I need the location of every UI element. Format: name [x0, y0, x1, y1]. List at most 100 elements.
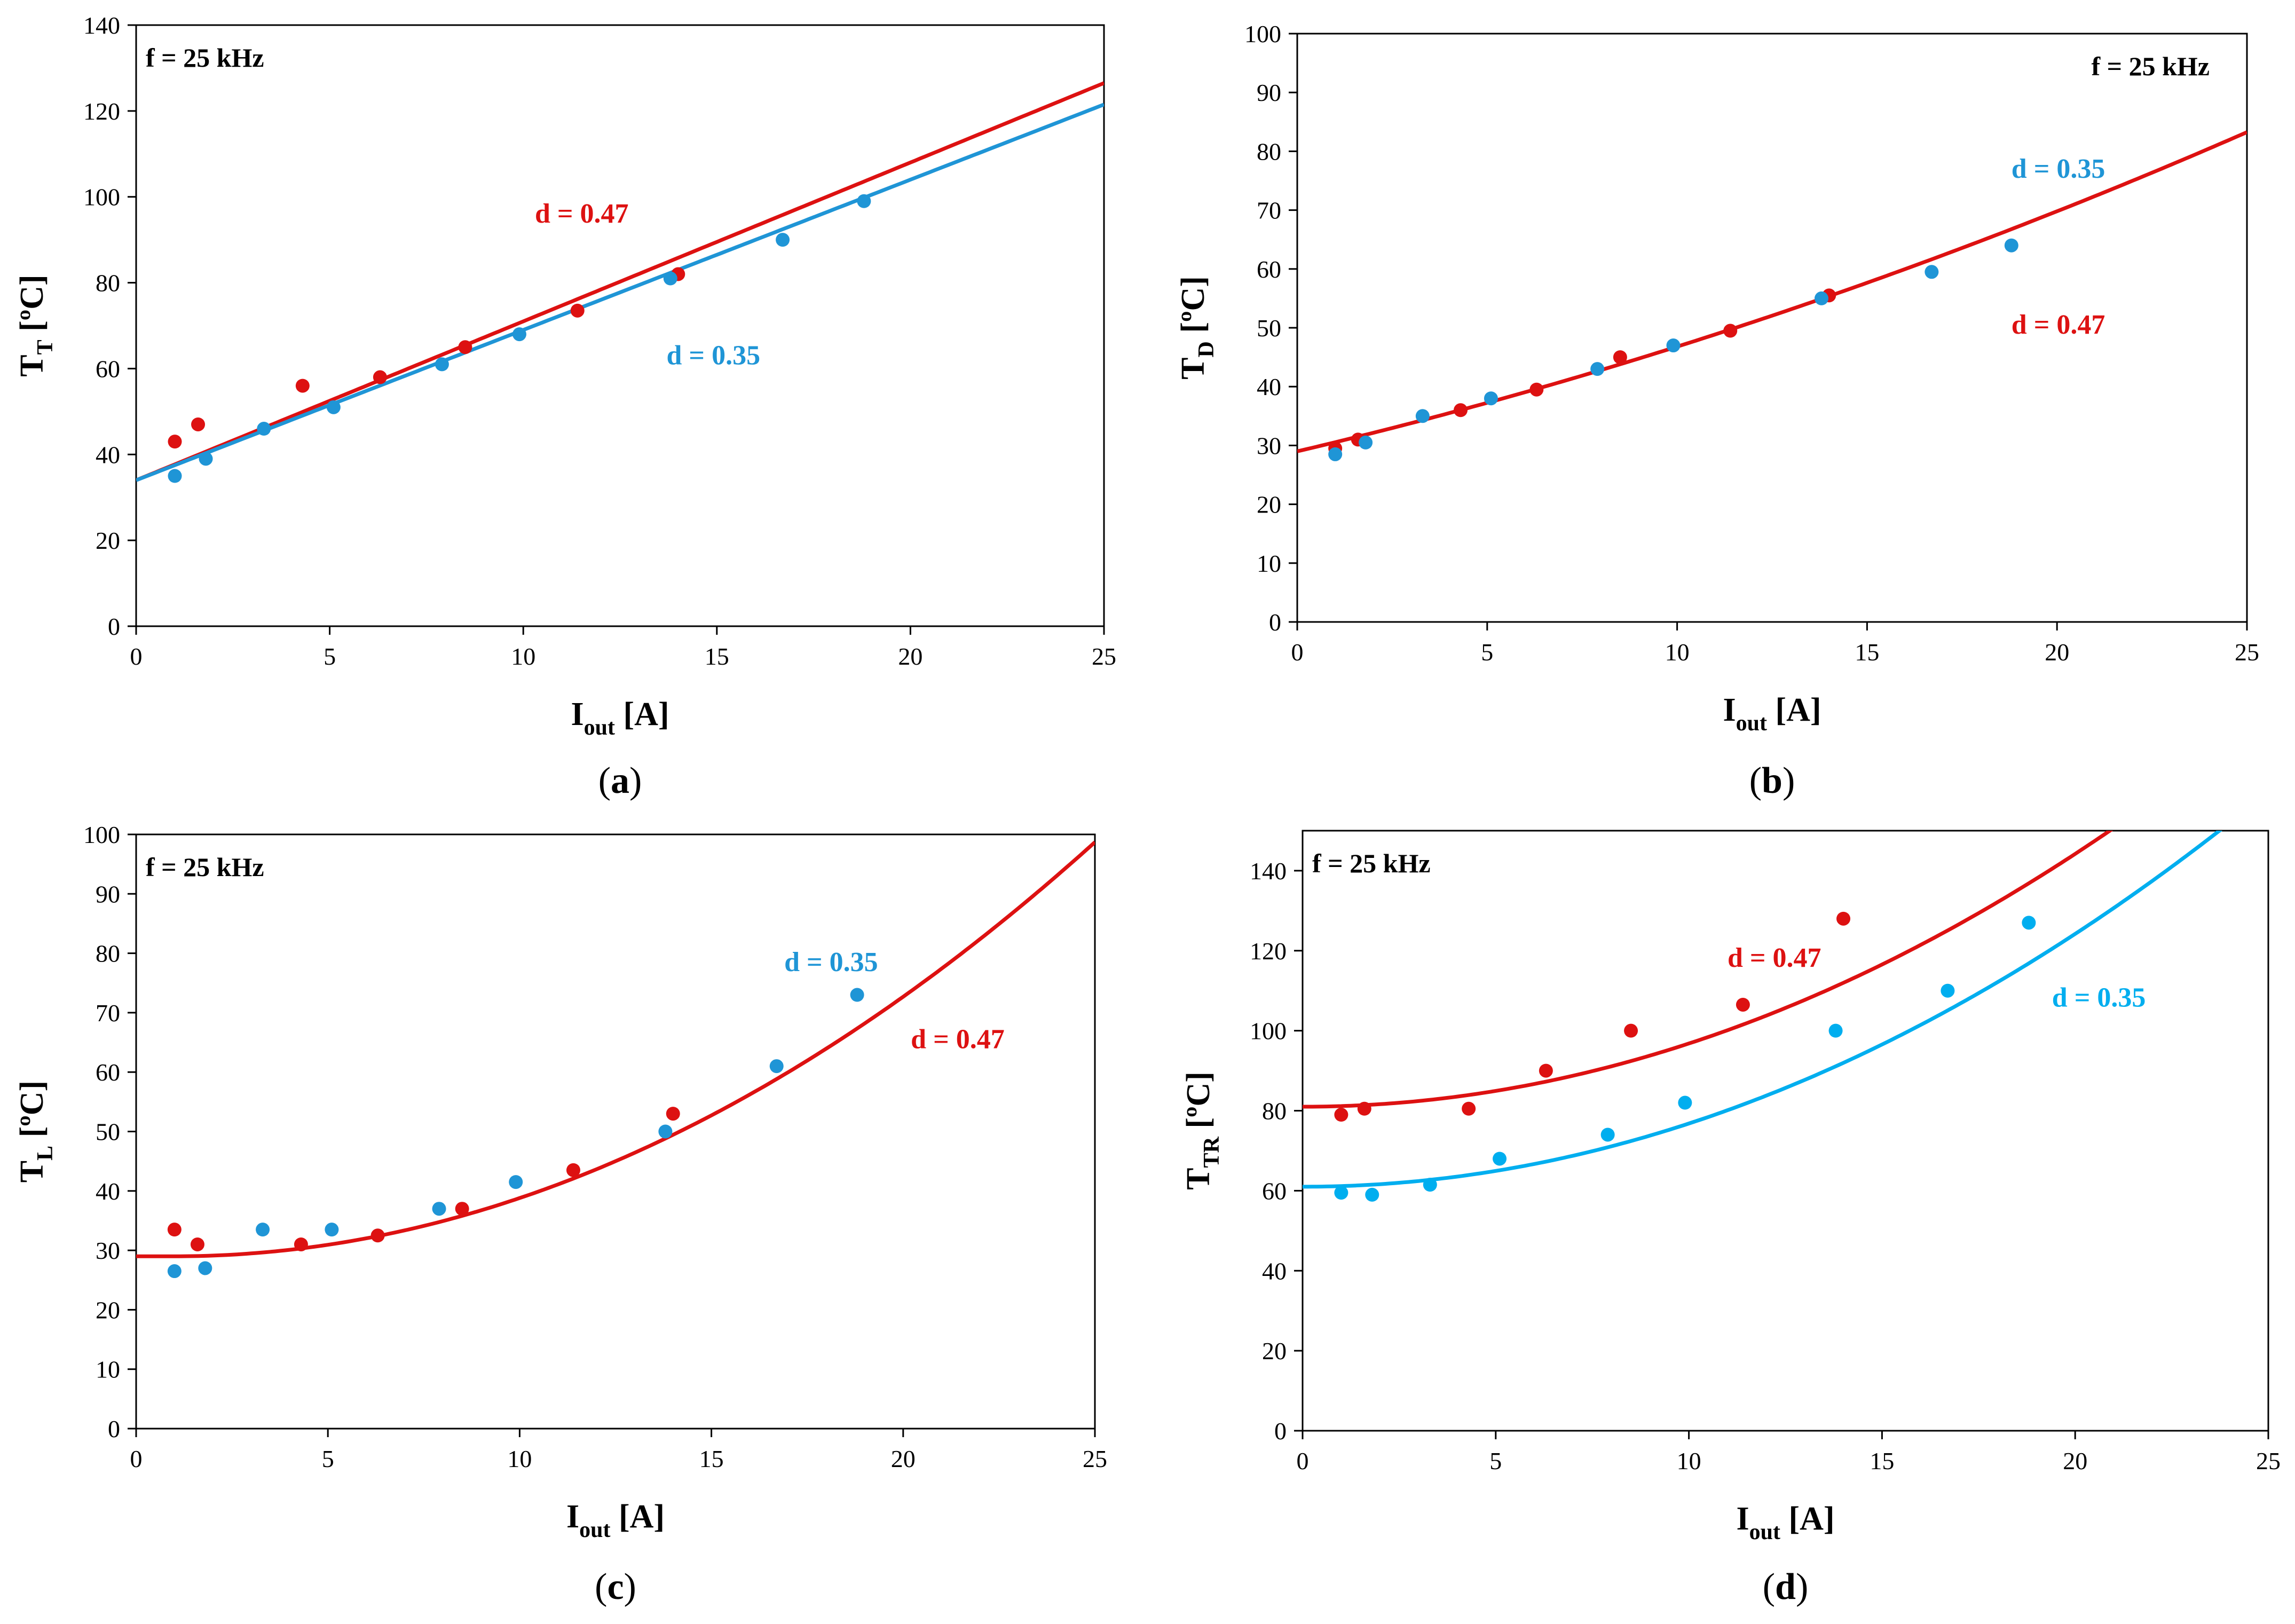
data-point-d035 [432, 1202, 446, 1216]
data-point-d035 [1815, 291, 1829, 305]
data-point-d047 [373, 370, 387, 384]
y-tick-label: 40 [96, 441, 120, 468]
x-tick-label: 25 [2235, 638, 2259, 666]
chart-panel-b: 0 5 10 15 20 25 0 10 20 30 40 50 60 70 80 90 100 Iout [A]… [1175, 20, 2259, 801]
y-tick-label: 80 [96, 270, 120, 297]
data-point-d035 [1590, 362, 1605, 376]
y-tick-label: 100 [83, 184, 120, 211]
y-tick-label: 80 [1257, 138, 1281, 165]
data-point-d035 [325, 1223, 339, 1237]
data-point-d035 [1365, 1187, 1379, 1202]
data-point-d035 [509, 1175, 523, 1189]
x-axis-label: Iout [A] [571, 696, 669, 740]
y-axis-label: TT [ºC] [14, 274, 58, 376]
plot-frame [135, 24, 1105, 627]
data-point-d047 [1334, 1108, 1348, 1122]
x-tick-label: 10 [511, 643, 535, 670]
data-point-d047 [1723, 324, 1738, 338]
x-tick-label: 0 [130, 1445, 143, 1472]
series-label: d = 0.47 [911, 1024, 1005, 1055]
data-point-d035 [1666, 338, 1681, 353]
data-point-d035 [857, 194, 871, 208]
x-tick-label: 15 [1870, 1447, 1894, 1475]
data-point-d047 [1462, 1101, 1476, 1116]
x-tick-label: 0 [130, 643, 143, 670]
data-point-d035 [776, 233, 790, 247]
data-point-d035 [199, 452, 213, 466]
data-point-d035 [168, 469, 182, 483]
frequency-note: f = 25 kHz [146, 43, 264, 73]
plot-frame [135, 833, 1096, 1430]
data-point-d047 [1357, 1101, 1371, 1116]
y-tick-label: 60 [1262, 1177, 1287, 1204]
data-point-d035 [257, 422, 271, 436]
y-tick-label: 70 [1257, 197, 1281, 224]
data-point-d035 [1359, 435, 1373, 450]
y-tick-label: 70 [96, 999, 120, 1027]
fit-curve-d035 [136, 103, 1104, 482]
plot-frame [1302, 830, 2269, 1432]
x-tick-label: 10 [1677, 1447, 1701, 1475]
data-point-d035 [1678, 1095, 1692, 1110]
x-tick-label: 10 [507, 1445, 532, 1472]
data-point-d035 [256, 1223, 270, 1237]
y-tick-label: 0 [1274, 1417, 1287, 1445]
x-tick-label: 25 [1092, 643, 1116, 670]
data-point-d035 [1423, 1178, 1437, 1192]
y-tick-label: 20 [96, 527, 120, 554]
data-point-d047 [1836, 911, 1851, 926]
data-point-d047 [570, 303, 585, 318]
x-tick-label: 15 [705, 643, 729, 670]
data-point-d035 [167, 1264, 182, 1279]
y-tick-label: 80 [1262, 1098, 1287, 1125]
data-point-d035 [1493, 1152, 1507, 1166]
data-point-d047 [370, 1228, 385, 1243]
chart-panel-c: 0 5 10 15 20 25 0 10 20 30 40 50 60 70 80 90 100 Iout [A]… [14, 821, 1107, 1607]
x-tick-label: 15 [699, 1445, 724, 1472]
data-point-d035 [2004, 238, 2018, 253]
y-tick-label: 140 [83, 12, 120, 39]
y-tick-label: 80 [96, 940, 120, 967]
x-tick-label: 5 [1481, 638, 1493, 666]
y-tick-label: 60 [96, 355, 120, 382]
x-tick-label: 20 [898, 643, 922, 670]
series-label: d = 0.47 [535, 199, 629, 229]
data-point-d047 [1539, 1063, 1553, 1078]
x-tick-label: 0 [1297, 1447, 1309, 1475]
data-point-d047 [191, 417, 206, 431]
y-axis-label: TL [ºC] [14, 1081, 58, 1182]
y-tick-label: 90 [1257, 79, 1281, 106]
data-point-d047 [566, 1163, 580, 1177]
chart-panel-a: 0 5 10 15 20 25 0 20 40 60 80 100 120 140 Iout [A] TT [… [14, 12, 1116, 801]
x-tick-label: 20 [891, 1445, 916, 1472]
series-label: d = 0.35 [2052, 983, 2146, 1013]
series-label: d = 0.35 [667, 340, 761, 370]
y-axis-label: TTR [ºC] [1180, 1071, 1224, 1190]
data-point-d047 [294, 1237, 308, 1251]
panel-caption: (b) [1749, 760, 1795, 801]
data-point-d047 [168, 435, 182, 449]
chart-panel-d: 0 5 10 15 20 25 0 20 40 60 80 100 120 140 Iout [A] TTR … [1180, 830, 2281, 1607]
y-tick-label: 60 [1257, 256, 1281, 283]
frequency-note: f = 25 kHz [146, 852, 264, 882]
series-label: d = 0.35 [2012, 154, 2105, 184]
data-point-d035 [663, 271, 677, 286]
y-tick-label: 120 [1250, 937, 1287, 965]
fit-curve-d047 [136, 81, 1104, 482]
y-tick-label: 100 [1250, 1018, 1287, 1045]
y-tick-label: 30 [1257, 432, 1281, 459]
series-label: d = 0.35 [784, 947, 878, 977]
data-point-d035 [326, 400, 341, 414]
y-tick-label: 50 [1257, 314, 1281, 342]
fit-curve-d035 [1303, 831, 2223, 1189]
x-tick-label: 5 [322, 1445, 334, 1472]
frequency-note: f = 25 kHz [1312, 848, 1431, 878]
x-tick-label: 10 [1665, 638, 1690, 666]
data-point-d035 [1328, 447, 1343, 461]
frequency-note: f = 25 kHz [2091, 51, 2210, 81]
data-point-d035 [198, 1261, 212, 1275]
data-point-d035 [769, 1059, 784, 1074]
y-tick-label: 50 [96, 1118, 120, 1146]
data-point-d035 [1941, 983, 1955, 998]
data-point-d047 [666, 1107, 680, 1121]
